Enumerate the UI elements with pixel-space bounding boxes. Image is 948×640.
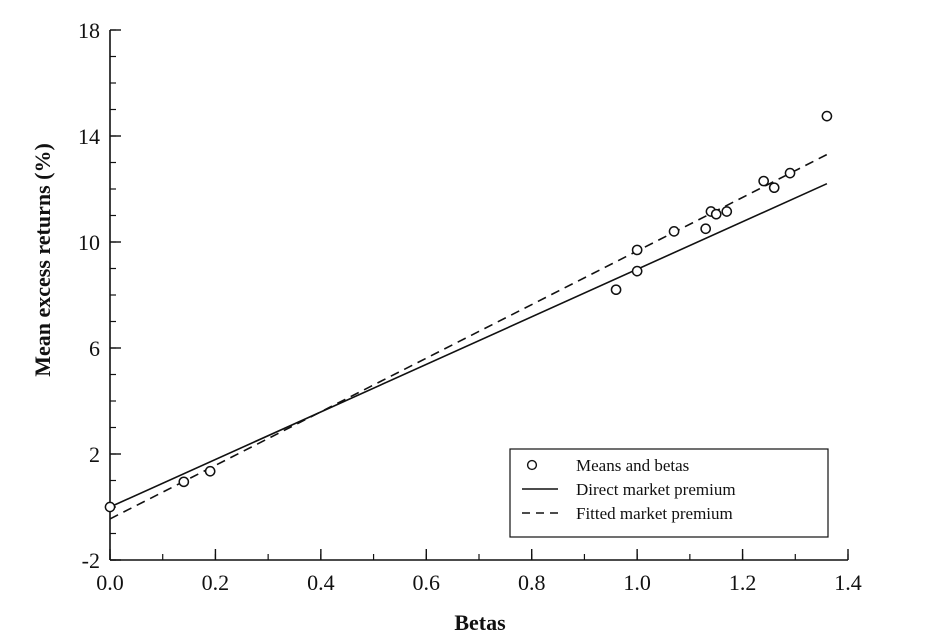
x-tick-label: 0.0 xyxy=(96,570,124,595)
data-point xyxy=(631,244,643,256)
x-tick-label: 0.2 xyxy=(202,570,230,595)
data-point xyxy=(204,465,216,477)
data-point xyxy=(631,265,643,277)
legend-box xyxy=(509,448,829,538)
data-point xyxy=(721,206,733,217)
chart-marks xyxy=(104,110,833,520)
x-tick-label: 0.6 xyxy=(413,570,441,595)
y-tick-label: 10 xyxy=(78,230,100,255)
data-point xyxy=(710,208,722,220)
y-tick-label: -2 xyxy=(82,548,100,573)
axes: 0.0 0.2 0.4 0.6 0.8 1.0 1.2 1.4 -2 2 6 10 14 18 xyxy=(78,18,862,595)
data-point xyxy=(784,167,796,179)
y-tick-label: 2 xyxy=(89,442,100,467)
data-point xyxy=(610,284,622,296)
direct-market-premium-line xyxy=(109,182,828,508)
data-point xyxy=(758,175,770,187)
data-point xyxy=(178,476,190,488)
x-tick-label: 0.8 xyxy=(518,570,546,595)
y-tick-label: 18 xyxy=(78,18,100,43)
data-point xyxy=(821,110,833,122)
legend-label: Fitted market premium xyxy=(576,504,733,523)
data-point xyxy=(104,501,116,513)
x-tick-label: 0.4 xyxy=(307,570,335,595)
data-point xyxy=(668,226,680,237)
data-point xyxy=(700,223,712,235)
x-tick-label: 1.4 xyxy=(834,570,862,595)
data-point xyxy=(768,182,780,194)
legend-label: Direct market premium xyxy=(576,480,736,499)
x-tick-label: 1.2 xyxy=(729,570,757,595)
x-tick-label: 1.0 xyxy=(623,570,651,595)
legend-marker-circle xyxy=(526,459,538,471)
y-tick-label: 6 xyxy=(89,336,100,361)
y-axis-title: Mean excess returns (%) xyxy=(30,143,55,377)
x-axis-title: Betas xyxy=(454,610,506,635)
y-tick-label: 14 xyxy=(78,124,100,149)
legend-label: Means and betas xyxy=(576,456,689,475)
legend: Means and betas Direct market premium Fitt… xyxy=(509,448,829,538)
